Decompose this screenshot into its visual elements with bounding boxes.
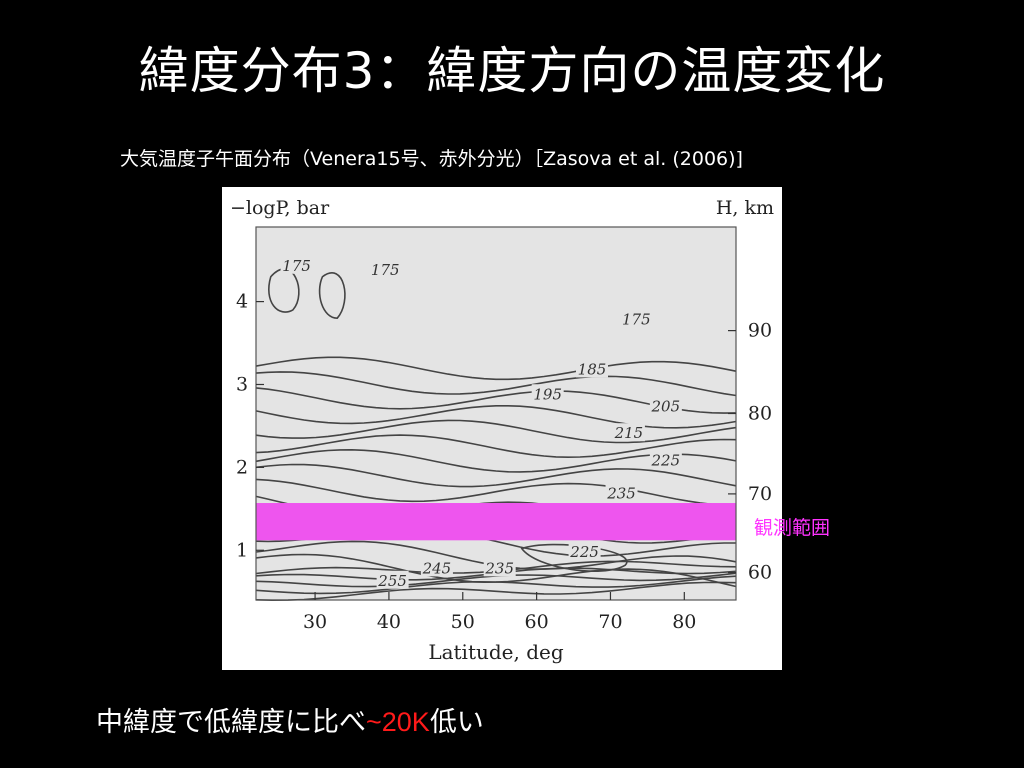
x-tick-label: 80 (672, 611, 696, 633)
contour-label: 185 (578, 360, 607, 378)
contour-lobe (318, 272, 346, 319)
contour-label-bg (649, 450, 682, 469)
contour-label-bg (620, 309, 653, 328)
y-tick-label-right: 80 (748, 403, 772, 425)
contour-label: 175 (371, 261, 400, 279)
conclusion-text: 中緯度で低緯度に比べ~20K低い (96, 700, 484, 739)
contour-label-bg (605, 483, 638, 502)
contour-line (255, 434, 737, 459)
contour-label: 245 (422, 559, 452, 577)
x-tick-label: 40 (377, 611, 401, 633)
contour-label-bg (531, 384, 564, 403)
conclusion-prefix: 中緯度で低緯度に比べ (96, 707, 366, 738)
contour-label: 235 (484, 559, 514, 577)
contour-label-bg (280, 255, 313, 274)
contour-label-bg (376, 570, 409, 589)
contour-label: 175 (622, 311, 651, 329)
y-tick-label-right: 90 (748, 320, 772, 342)
contour-label: 205 (651, 398, 681, 416)
contour-loop (520, 543, 628, 572)
x-tick-label: 60 (525, 611, 549, 633)
x-tick-label: 50 (451, 611, 475, 633)
contour-line (255, 478, 737, 507)
slide-title: 緯度分布3：緯度方向の温度変化 (138, 42, 886, 100)
contour-labels: 175 175 175 185 195 205 215 225 235 225 235 245 255 (280, 255, 682, 590)
contour-label: 255 (377, 572, 407, 590)
contour-label: 235 (606, 485, 636, 503)
contour-label: 195 (533, 385, 562, 403)
contour-label-bg (612, 423, 645, 442)
y-axis-label-left: −logP, bar (230, 197, 330, 219)
y-axis-label-right: H, km (716, 197, 774, 219)
contour-label: 225 (651, 452, 681, 470)
contour-label: 175 (282, 257, 311, 275)
contour-label: 215 (614, 424, 644, 442)
chart-svg: 30 40 50 60 70 80 1 2 3 4 60 70 80 90 175 175 175 185 195… (230, 197, 774, 664)
contour-line (255, 575, 737, 595)
observation-band (256, 503, 736, 541)
contour-line (255, 463, 737, 488)
y-tick-label-left: 3 (236, 373, 248, 395)
contour-label-bg (369, 259, 402, 278)
y-tick-label-right: 60 (748, 562, 772, 584)
contour-chart: 30 40 50 60 70 80 1 2 3 4 60 70 80 90 175 175 175 185 195… (222, 187, 782, 670)
contour-line (255, 581, 737, 602)
y-tick-label-left: 4 (236, 291, 248, 313)
y-tick-label-right: 70 (748, 483, 772, 505)
conclusion-highlight: ~20K (366, 707, 430, 737)
x-tick-label: 30 (303, 611, 327, 633)
contour-label-bg (649, 396, 682, 415)
x-tick-label: 70 (598, 611, 622, 633)
contour-label-bg (420, 558, 453, 577)
contour-label-bg (483, 558, 516, 577)
contour-line (255, 405, 737, 429)
observation-range-label: 観測範囲 (754, 517, 831, 539)
conclusion-suffix: 低い (429, 707, 484, 738)
contour-label: 225 (569, 543, 599, 561)
x-axis-label: Latitude, deg (428, 640, 564, 664)
axis-ticks: 30 40 50 60 70 80 1 2 3 4 60 70 80 90 (236, 291, 772, 633)
contour-line (255, 371, 737, 397)
contour-line (255, 356, 737, 381)
contour-line (255, 419, 737, 444)
contour-label-bg (568, 541, 601, 560)
y-tick-label-left: 1 (236, 539, 248, 561)
y-tick-label-left: 2 (236, 456, 248, 478)
contour-label-bg (576, 359, 608, 378)
figure-caption: 大気温度子午面分布（Venera15号、赤外分光）［Zasova et al. … (120, 148, 743, 170)
